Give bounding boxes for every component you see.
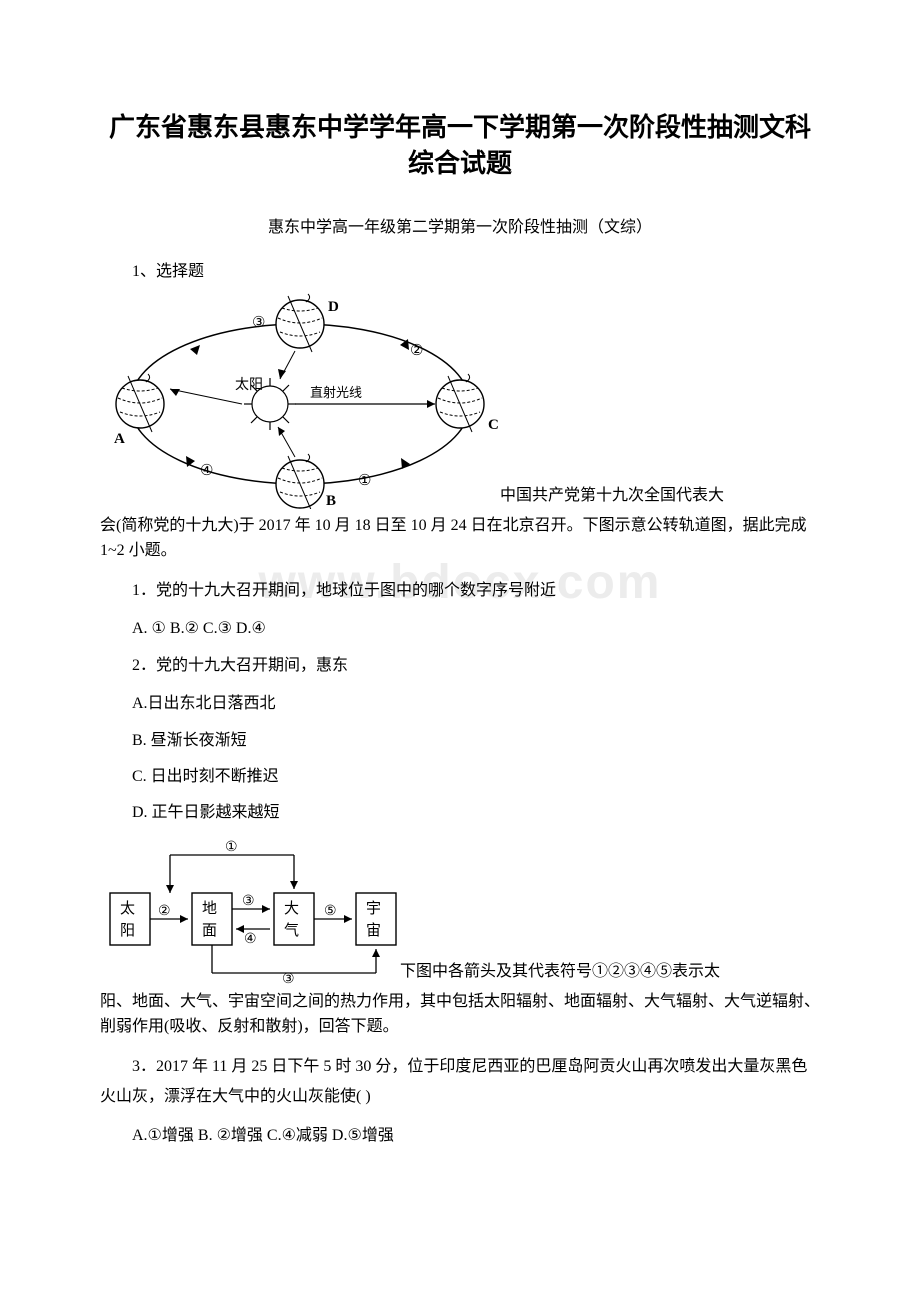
- question-2-a: A.日出东北日落西北: [100, 689, 820, 719]
- heat-diagram: 太阳 地面 大气 宇宙 ② ③ ④: [100, 835, 400, 985]
- heat-c3: ③: [242, 894, 255, 909]
- question-1: 1．党的十九大召开期间，地球位于图中的哪个数字序号附近: [100, 576, 820, 606]
- svg-text:宇: 宇: [366, 900, 381, 917]
- document-content: 广东省惠东县惠东中学学年高一下学期第一次阶段性抽测文科综合试题 惠东中学高一年级…: [100, 110, 820, 1151]
- section-1-label: 1、选择题: [100, 257, 820, 281]
- orbit-diagram: 太阳 直射光线 A: [100, 289, 500, 509]
- svg-text:面: 面: [202, 923, 217, 939]
- heat-c1: ①: [225, 840, 238, 855]
- svg-text:气: 气: [284, 922, 299, 939]
- svg-text:地: 地: [202, 900, 217, 917]
- passage-1-rest: 会(简称党的十九大)于 2017 年 10 月 18 日至 10 月 24 日在…: [100, 513, 820, 564]
- heat-c4: ④: [244, 932, 257, 947]
- svg-text:大: 大: [284, 900, 299, 917]
- label-ray: 直射光线: [310, 385, 362, 400]
- label-sun: 太阳: [235, 377, 263, 393]
- label-d: D: [328, 299, 339, 315]
- passage-2-inline: 下图中各箭头及其代表符号①②③④⑤表示太: [400, 959, 720, 985]
- document-subtitle: 惠东中学高一年级第二学期第一次阶段性抽测（文综）: [100, 213, 820, 237]
- svg-text:阳: 阳: [120, 922, 135, 939]
- orbit-circ-1: ①: [358, 473, 371, 489]
- passage-1-inline: 中国共产党第十九次全国代表大: [500, 483, 724, 509]
- question-2: 2．党的十九大召开期间，惠东: [100, 651, 820, 681]
- heat-c5: ⑤: [324, 904, 337, 919]
- label-b: B: [326, 493, 336, 509]
- passage-2-rest: 阳、地面、大气、宇宙空间之间的热力作用，其中包括太阳辐射、地面辐射、大气辐射、大…: [100, 989, 820, 1040]
- label-c: C: [488, 417, 499, 433]
- question-3: 3．2017 年 11 月 25 日下午 5 时 30 分，位于印度尼西亚的巴厘…: [100, 1052, 820, 1113]
- heat-c3b: ③: [282, 972, 295, 985]
- question-1-options: A. ① B.② C.③ D.④: [100, 614, 820, 644]
- figure-1-row: 太阳 直射光线 A: [100, 289, 820, 509]
- label-a: A: [114, 431, 125, 447]
- orbit-circ-3: ③: [252, 315, 265, 331]
- svg-text:太: 太: [120, 900, 135, 917]
- question-2-b: B. 昼渐长夜渐短: [100, 726, 820, 756]
- question-2-d: D. 正午日影越来越短: [100, 798, 820, 828]
- orbit-circ-4: ④: [200, 463, 213, 479]
- svg-text:宙: 宙: [366, 922, 381, 939]
- question-3-options: A.①增强 B. ②增强 C.④减弱 D.⑤增强: [100, 1121, 820, 1151]
- question-2-c: C. 日出时刻不断推迟: [100, 762, 820, 792]
- orbit-circ-2: ②: [410, 343, 423, 359]
- figure-2-row: 太阳 地面 大气 宇宙 ② ③ ④: [100, 835, 820, 985]
- heat-c2: ②: [158, 904, 171, 919]
- document-title: 广东省惠东县惠东中学学年高一下学期第一次阶段性抽测文科综合试题: [100, 110, 820, 183]
